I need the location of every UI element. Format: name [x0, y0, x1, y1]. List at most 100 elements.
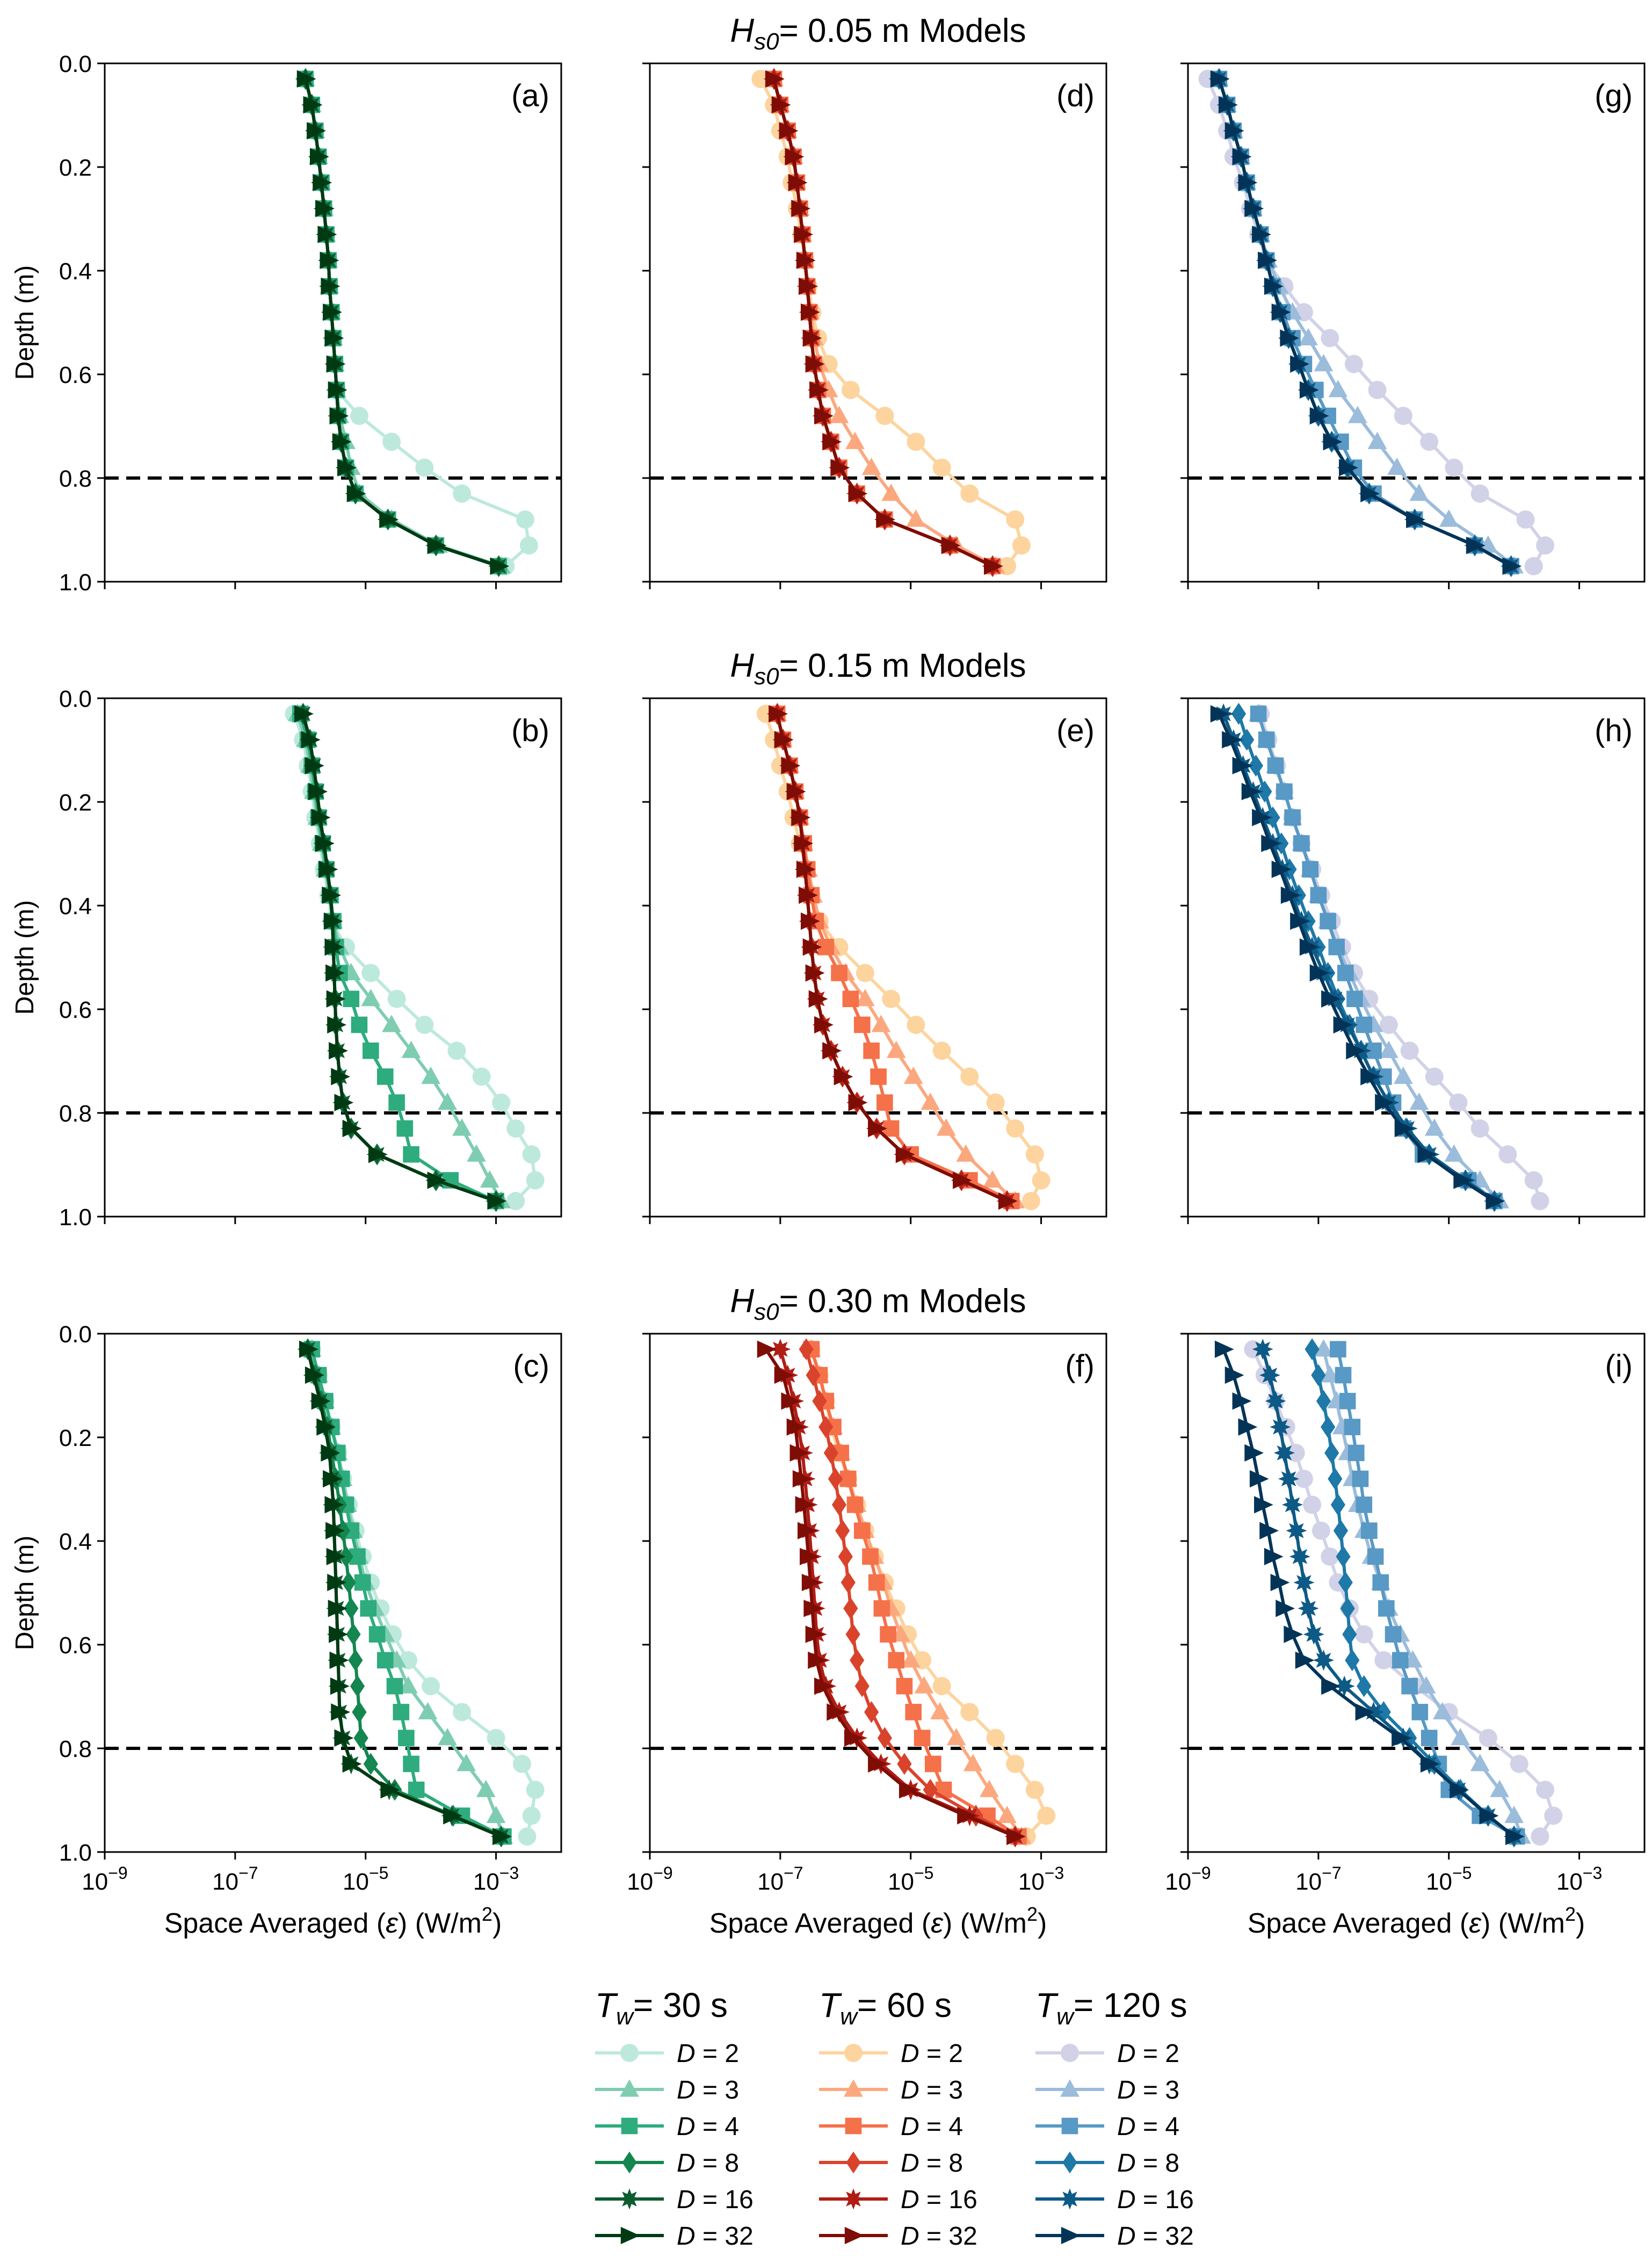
- data-point: [1450, 1781, 1469, 1799]
- data-point: [932, 1041, 951, 1060]
- data-point: [1316, 1390, 1331, 1412]
- data-point: [1299, 938, 1319, 956]
- data-point: [774, 1366, 794, 1384]
- data-point: [1321, 1677, 1341, 1695]
- data-point: [393, 1704, 410, 1720]
- data-point: [1248, 755, 1264, 777]
- axes-frame: [649, 1333, 1107, 1853]
- data-point: [1375, 1094, 1394, 1111]
- data-point: [1271, 860, 1291, 878]
- data-point: [828, 1467, 843, 1490]
- data-point: [1025, 1781, 1044, 1799]
- data-point: [829, 406, 849, 423]
- axes-frame: [1187, 1333, 1646, 1853]
- data-point: [868, 1574, 885, 1591]
- x-tick-label: 10−7: [1295, 1863, 1341, 1895]
- series-line: [1218, 713, 1496, 1203]
- data-point: [1385, 1626, 1402, 1643]
- data-point: [845, 431, 865, 450]
- data-point: [868, 1755, 887, 1773]
- data-point: [1531, 1192, 1549, 1211]
- data-point: [323, 303, 342, 321]
- data-point: [338, 1545, 353, 1568]
- data-point: [827, 1703, 846, 1721]
- legend-label: D = 3: [901, 2076, 963, 2104]
- series-D-32: [299, 1340, 512, 1846]
- data-point: [831, 965, 847, 981]
- data-point: [331, 1068, 350, 1086]
- y-tick-label: 0.6: [59, 997, 92, 1023]
- data-point: [802, 329, 822, 347]
- legend-entry: D = 32: [1035, 2222, 1194, 2251]
- data-point: [877, 1727, 892, 1749]
- panel-e: (e): [642, 697, 1107, 1224]
- data-point: [1258, 251, 1277, 269]
- x-tick-label: 10−3: [1556, 1863, 1602, 1895]
- data-point: [447, 1041, 466, 1060]
- legend-label: D = 32: [1117, 2222, 1194, 2251]
- y-tick-label: 1.0: [59, 1204, 92, 1231]
- data-point: [1445, 458, 1463, 477]
- data-point: [1270, 1416, 1291, 1438]
- series-D-2: [756, 704, 1050, 1211]
- data-point: [443, 1807, 462, 1825]
- data-point: [963, 1754, 983, 1771]
- data-point: [998, 1192, 1018, 1210]
- data-point: [1320, 1365, 1340, 1383]
- data-point: [1224, 122, 1244, 140]
- data-point: [522, 1145, 541, 1164]
- legend-entry: D = 8: [1035, 2149, 1179, 2178]
- data-point: [360, 1600, 377, 1617]
- panel-h: (h): [1180, 697, 1646, 1224]
- data-point: [1320, 913, 1336, 930]
- data-point: [303, 96, 323, 114]
- data-point: [1293, 1572, 1315, 1593]
- legend-label: D = 16: [1117, 2186, 1194, 2214]
- data-point: [1238, 173, 1258, 192]
- legend-label: D = 2: [677, 2039, 739, 2068]
- data-point: [1355, 1703, 1375, 1721]
- data-point: [344, 1597, 359, 1619]
- data-point: [1276, 1600, 1295, 1617]
- data-point: [1479, 1728, 1497, 1747]
- legend-marker: [620, 2044, 639, 2062]
- data-point: [1544, 1806, 1563, 1825]
- data-point: [1232, 148, 1252, 165]
- data-point: [1339, 1393, 1356, 1409]
- series-D-3: [801, 1339, 1031, 1844]
- data-point: [346, 1623, 361, 1646]
- data-point: [1021, 1192, 1040, 1211]
- data-point: [986, 1093, 1005, 1112]
- legend-label: D = 2: [1117, 2039, 1179, 2068]
- data-point: [1333, 1520, 1349, 1542]
- data-point: [1433, 1702, 1452, 1720]
- data-point: [1416, 1676, 1436, 1694]
- data-point: [924, 1755, 941, 1773]
- data-point: [781, 1392, 801, 1410]
- y-axis-label: Depth (m): [11, 1536, 39, 1650]
- data-point: [403, 1755, 419, 1773]
- data-point: [794, 226, 813, 243]
- data-point: [311, 1392, 331, 1410]
- legend-marker: [844, 2044, 863, 2062]
- data-point: [875, 407, 894, 425]
- data-point: [871, 1015, 891, 1032]
- data-point: [1360, 484, 1380, 503]
- y-tick-label: 0.0: [59, 1321, 92, 1348]
- data-point: [1282, 1494, 1303, 1515]
- data-point: [1249, 1470, 1269, 1488]
- data-point: [492, 1827, 512, 1846]
- series-line: [809, 1348, 1023, 1838]
- data-point: [334, 1729, 354, 1747]
- data-point: [822, 1042, 842, 1060]
- legend-marker: [622, 2151, 637, 2174]
- data-point: [1490, 1780, 1510, 1797]
- data-point: [814, 407, 834, 425]
- data-point: [841, 380, 860, 399]
- data-point: [354, 1574, 371, 1591]
- data-point: [427, 537, 447, 554]
- data-point: [1505, 1827, 1525, 1846]
- data-point: [897, 1753, 912, 1775]
- y-tick-label: 0.0: [59, 686, 92, 712]
- data-point: [862, 1548, 879, 1565]
